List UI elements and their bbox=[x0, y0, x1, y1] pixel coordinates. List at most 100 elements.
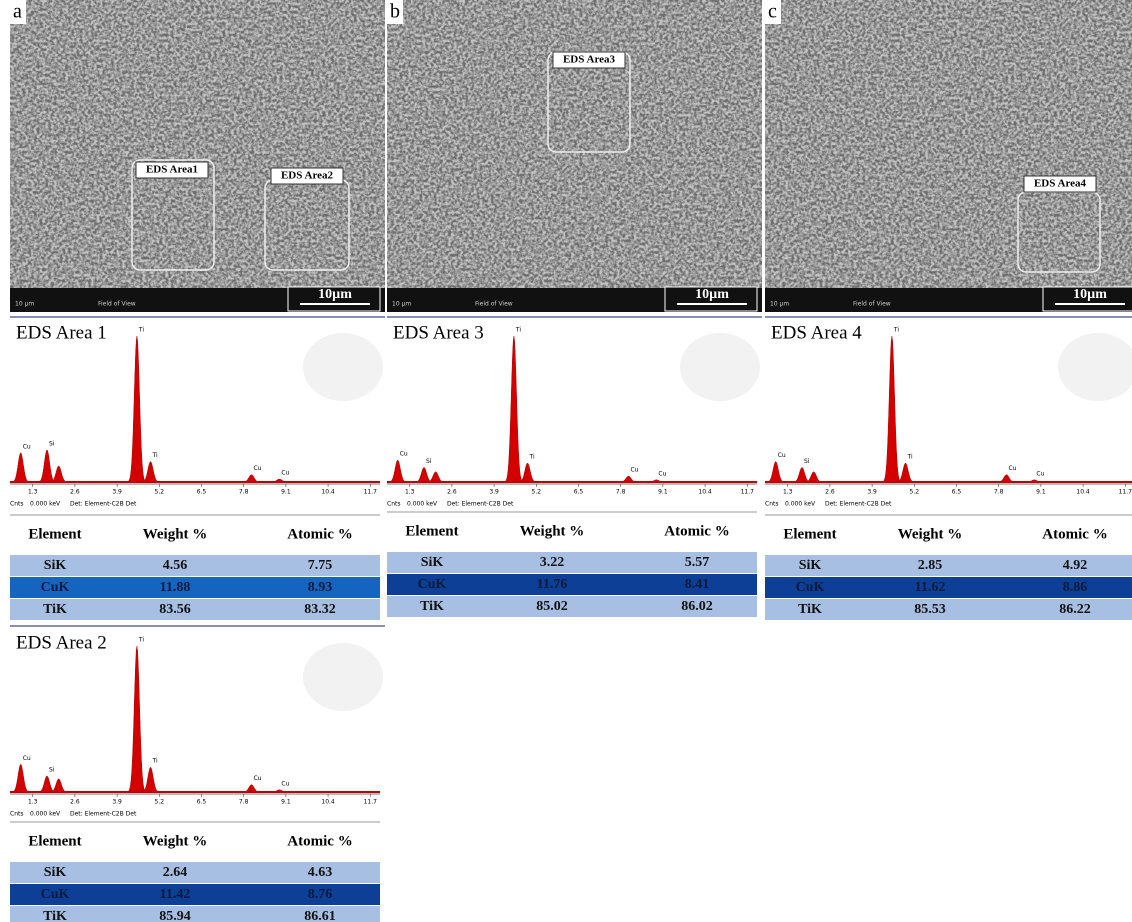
table-cell: 11.42 bbox=[160, 887, 191, 902]
spectrum-footer: 0.000 keV bbox=[30, 501, 61, 508]
figure: aEDS Area1EDS Area210µm10 µmField of Vie… bbox=[0, 0, 1132, 922]
table-cell: CuK bbox=[41, 580, 70, 595]
peak-label: Ti bbox=[152, 452, 158, 459]
table-cell: 11.76 bbox=[537, 577, 568, 592]
scale-bar: 10µm bbox=[695, 287, 729, 302]
x-tick-label: 7.8 bbox=[239, 799, 249, 806]
spectrum-peak bbox=[10, 453, 31, 482]
table-cell: SiK bbox=[799, 558, 822, 573]
peak-label: Cu bbox=[253, 775, 261, 782]
peak-label: Cu bbox=[23, 755, 31, 762]
table-header: Element bbox=[28, 526, 81, 542]
table-cell: 11.62 bbox=[915, 580, 946, 595]
panel-letter: b bbox=[390, 1, 400, 23]
spectrum-footer: Det: Element-C2B Det bbox=[70, 811, 137, 818]
area-label: EDS Area2 bbox=[281, 170, 334, 182]
scale-caption: 10 µm bbox=[15, 301, 34, 308]
sem-texture bbox=[10, 0, 385, 312]
table-cell: SiK bbox=[421, 555, 444, 570]
x-tick-label: 6.5 bbox=[574, 489, 584, 496]
x-tick-label: 11.7 bbox=[364, 489, 378, 496]
x-tick-label: 9.1 bbox=[1036, 489, 1046, 496]
field-label: Field of View bbox=[98, 301, 136, 308]
x-tick-label: 1.3 bbox=[783, 489, 793, 496]
spectrum-peak bbox=[127, 646, 148, 792]
table-cell: 11.88 bbox=[160, 580, 191, 595]
x-tick-label: 11.7 bbox=[1119, 489, 1132, 496]
peak-label: Ti bbox=[893, 327, 899, 334]
table-cell: 4.63 bbox=[308, 865, 333, 880]
panel-letter: a bbox=[13, 1, 22, 23]
table-cell: 7.75 bbox=[308, 558, 333, 573]
peak-label: Ti bbox=[515, 327, 521, 334]
table-cell: 8.93 bbox=[308, 580, 333, 595]
spectrum-footer: Cnts bbox=[10, 811, 23, 818]
x-tick-label: 5.2 bbox=[910, 489, 920, 496]
peak-label: Si bbox=[426, 458, 432, 465]
table-cell: SiK bbox=[44, 865, 67, 880]
table-cell: 2.85 bbox=[918, 558, 943, 573]
table-cell: TiK bbox=[798, 602, 822, 617]
peak-label: Cu bbox=[778, 452, 786, 459]
spectrum-footer: Cnts bbox=[10, 501, 23, 508]
x-tick-label: 3.9 bbox=[112, 489, 122, 496]
table-cell: 85.94 bbox=[159, 909, 191, 922]
peak-label: Si bbox=[49, 440, 55, 447]
spectrum-title: EDS Area 2 bbox=[16, 632, 107, 653]
spectrum-footer: Det: Element-C2B Det bbox=[447, 501, 514, 508]
x-tick-label: 7.8 bbox=[616, 489, 626, 496]
x-tick-label: 5.2 bbox=[155, 799, 165, 806]
x-tick-label: 10.4 bbox=[698, 489, 712, 496]
table-header: Element bbox=[28, 833, 81, 849]
spectrum-peak bbox=[996, 475, 1017, 482]
area-label: EDS Area3 bbox=[563, 54, 616, 66]
watermark bbox=[303, 333, 383, 401]
scale-caption: 10 µm bbox=[770, 301, 789, 308]
sem-texture bbox=[387, 0, 762, 312]
x-tick-label: 10.4 bbox=[321, 799, 335, 806]
peak-label: Ti bbox=[907, 454, 913, 461]
scale-bar: 10µm bbox=[1073, 287, 1107, 302]
table-header: Atomic % bbox=[1042, 526, 1107, 542]
x-tick-label: 10.4 bbox=[321, 489, 335, 496]
peak-label: Cu bbox=[23, 443, 31, 450]
peak-label: Ti bbox=[138, 637, 144, 644]
table-cell: 86.02 bbox=[681, 599, 713, 614]
spectrum-footer: Cnts bbox=[387, 501, 400, 508]
peak-label: Cu bbox=[400, 451, 408, 458]
table-cell: SiK bbox=[44, 558, 67, 573]
x-tick-label: 3.9 bbox=[489, 489, 499, 496]
table-cell: TiK bbox=[43, 909, 67, 922]
page: aEDS Area1EDS Area210µm10 µmField of Vie… bbox=[0, 0, 1132, 922]
area-label: EDS Area4 bbox=[1034, 178, 1087, 190]
x-tick-label: 1.3 bbox=[28, 489, 38, 496]
table-header: Atomic % bbox=[287, 833, 352, 849]
spectrum-peak bbox=[241, 785, 262, 792]
table-cell: 8.76 bbox=[308, 887, 333, 902]
table-cell: 2.64 bbox=[163, 865, 188, 880]
table-header: Weight % bbox=[520, 523, 585, 539]
spectrum-peak bbox=[504, 336, 525, 482]
table-cell: 4.92 bbox=[1063, 558, 1088, 573]
watermark bbox=[1058, 333, 1132, 401]
table-cell: 83.56 bbox=[159, 602, 191, 617]
peak-label: Cu bbox=[281, 780, 289, 787]
spectrum-peak bbox=[387, 460, 408, 482]
table-cell: 5.57 bbox=[685, 555, 710, 570]
spectrum-footer: Det: Element-C2B Det bbox=[825, 501, 892, 508]
x-tick-label: 9.1 bbox=[281, 489, 291, 496]
sem-texture bbox=[765, 0, 1132, 312]
spectrum-footer: 0.000 keV bbox=[407, 501, 438, 508]
x-tick-label: 6.5 bbox=[197, 799, 207, 806]
peak-label: Ti bbox=[138, 327, 144, 334]
x-tick-label: 2.6 bbox=[825, 489, 835, 496]
spectrum-footer: Det: Element-C2B Det bbox=[70, 501, 137, 508]
table-header: Atomic % bbox=[287, 526, 352, 542]
watermark bbox=[680, 333, 760, 401]
table-cell: TiK bbox=[43, 602, 67, 617]
table-header: Atomic % bbox=[664, 523, 729, 539]
spectrum-footer: 0.000 keV bbox=[785, 501, 816, 508]
peak-label: Si bbox=[49, 766, 55, 773]
peak-label: Ti bbox=[529, 454, 535, 461]
spectrum-peak bbox=[37, 450, 58, 482]
